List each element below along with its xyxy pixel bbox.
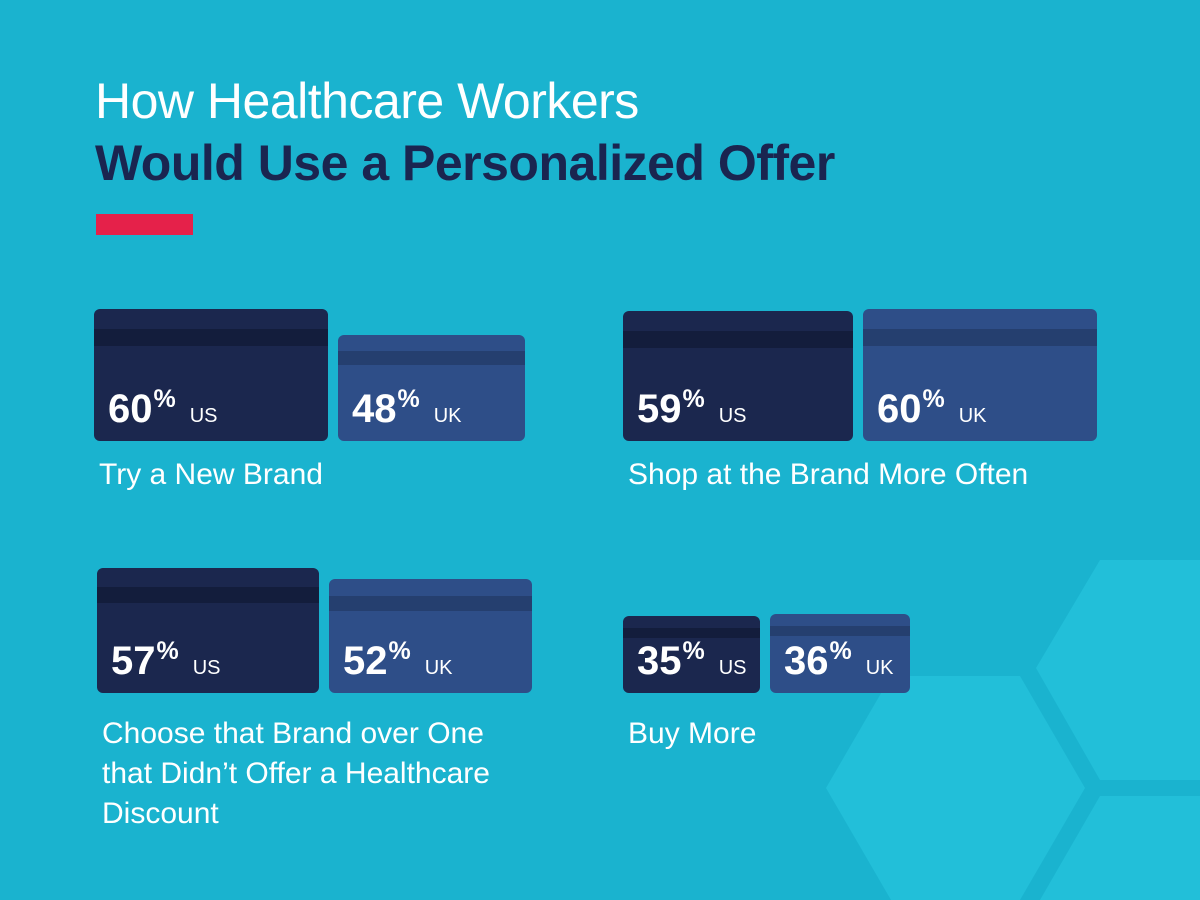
category-label-line: Choose that Brand over One — [102, 717, 484, 750]
us-value-card: 35% US — [623, 616, 760, 693]
card-stripe — [623, 331, 853, 348]
card-stripe — [97, 587, 319, 603]
value-number: 36 — [784, 639, 829, 683]
series-label: UK — [958, 405, 987, 427]
series-label: US — [189, 405, 218, 427]
category-label: Try a New Brand — [99, 455, 323, 495]
data-label: 48% UK — [352, 387, 462, 431]
hexagon-decoration — [1040, 796, 1200, 900]
category-label-line: Buy More — [628, 717, 757, 750]
card-stripe — [863, 329, 1097, 346]
title-line-1: How Healthcare Workers — [95, 73, 639, 129]
data-label: 35% US — [637, 639, 747, 683]
uk-value-card: 36% UK — [770, 614, 910, 693]
us-value-card: 60% US — [94, 309, 328, 441]
uk-value-card: 48% UK — [338, 335, 525, 441]
percent-sign: % — [682, 385, 705, 413]
category-label: Choose that Brand over One that Didn’t Of… — [102, 714, 490, 834]
series-label: US — [192, 657, 221, 679]
data-label: 59% US — [637, 387, 747, 431]
category-label-line: Discount — [102, 797, 219, 830]
data-label: 36% UK — [784, 639, 894, 683]
value-number: 59 — [637, 387, 682, 431]
percent-sign: % — [922, 385, 945, 413]
series-label: UK — [433, 405, 462, 427]
card-stripe — [94, 329, 328, 346]
series-label: UK — [865, 657, 894, 679]
card-stripe — [770, 626, 910, 636]
uk-value-card: 52% UK — [329, 579, 532, 693]
value-number: 48 — [352, 387, 397, 431]
percent-sign: % — [682, 637, 705, 665]
series-label: US — [718, 405, 747, 427]
percent-sign: % — [388, 637, 411, 665]
card-stripe — [338, 351, 525, 365]
value-number: 60 — [877, 387, 922, 431]
series-label: US — [718, 657, 747, 679]
hexagon-decoration — [826, 676, 1085, 900]
percent-sign: % — [153, 385, 176, 413]
category-label: Buy More — [628, 714, 756, 754]
data-label: 52% UK — [343, 639, 453, 683]
percent-sign: % — [156, 637, 179, 665]
category-label-line: that Didn’t Offer a Healthcare — [102, 757, 490, 790]
value-number: 57 — [111, 639, 156, 683]
title-line-2: Would Use a Personalized Offer — [95, 135, 835, 191]
accent-bar — [96, 214, 193, 235]
category-label-line: Try a New Brand — [99, 458, 323, 491]
hexagon-decoration — [1036, 560, 1200, 780]
value-number: 60 — [108, 387, 153, 431]
card-stripe — [623, 628, 760, 638]
data-label: 60% UK — [877, 387, 987, 431]
percent-sign: % — [397, 385, 420, 413]
card-stripe — [329, 596, 532, 611]
category-label: Shop at the Brand More Often — [628, 455, 1028, 495]
value-number: 52 — [343, 639, 388, 683]
data-label: 57% US — [111, 639, 221, 683]
uk-value-card: 60% UK — [863, 309, 1097, 441]
us-value-card: 57% US — [97, 568, 319, 693]
percent-sign: % — [829, 637, 852, 665]
us-value-card: 59% US — [623, 311, 853, 441]
series-label: UK — [424, 657, 453, 679]
value-number: 35 — [637, 639, 682, 683]
data-label: 60% US — [108, 387, 218, 431]
category-label-line: Shop at the Brand More Often — [628, 458, 1029, 491]
